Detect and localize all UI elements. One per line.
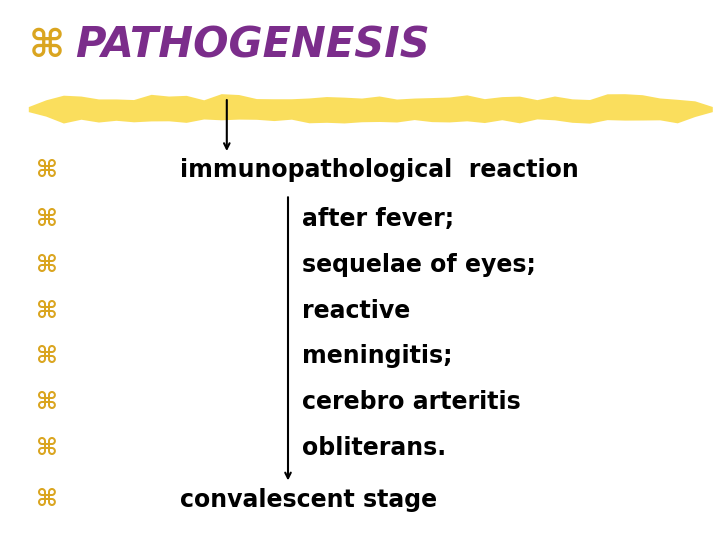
Text: reactive: reactive bbox=[302, 299, 410, 322]
Text: meningitis;: meningitis; bbox=[302, 345, 453, 368]
Text: convalescent stage: convalescent stage bbox=[180, 488, 437, 511]
Text: PATHOGENESIS: PATHOGENESIS bbox=[76, 25, 431, 67]
Polygon shape bbox=[29, 94, 713, 124]
Text: ⌘: ⌘ bbox=[36, 299, 58, 322]
Text: ⌘: ⌘ bbox=[36, 488, 58, 511]
Text: after fever;: after fever; bbox=[302, 207, 454, 231]
Text: cerebro arteritis: cerebro arteritis bbox=[302, 390, 521, 414]
Text: obliterans.: obliterans. bbox=[302, 436, 446, 460]
Text: ⌘: ⌘ bbox=[36, 345, 58, 368]
Text: ⌘: ⌘ bbox=[36, 390, 58, 414]
Text: sequelae of eyes;: sequelae of eyes; bbox=[302, 253, 536, 276]
Text: ⌘: ⌘ bbox=[29, 27, 65, 65]
Text: ⌘: ⌘ bbox=[36, 207, 58, 231]
Text: immunopathological  reaction: immunopathological reaction bbox=[180, 158, 579, 182]
Text: ⌘: ⌘ bbox=[36, 436, 58, 460]
Text: ⌘: ⌘ bbox=[36, 158, 58, 182]
Text: ⌘: ⌘ bbox=[36, 253, 58, 276]
